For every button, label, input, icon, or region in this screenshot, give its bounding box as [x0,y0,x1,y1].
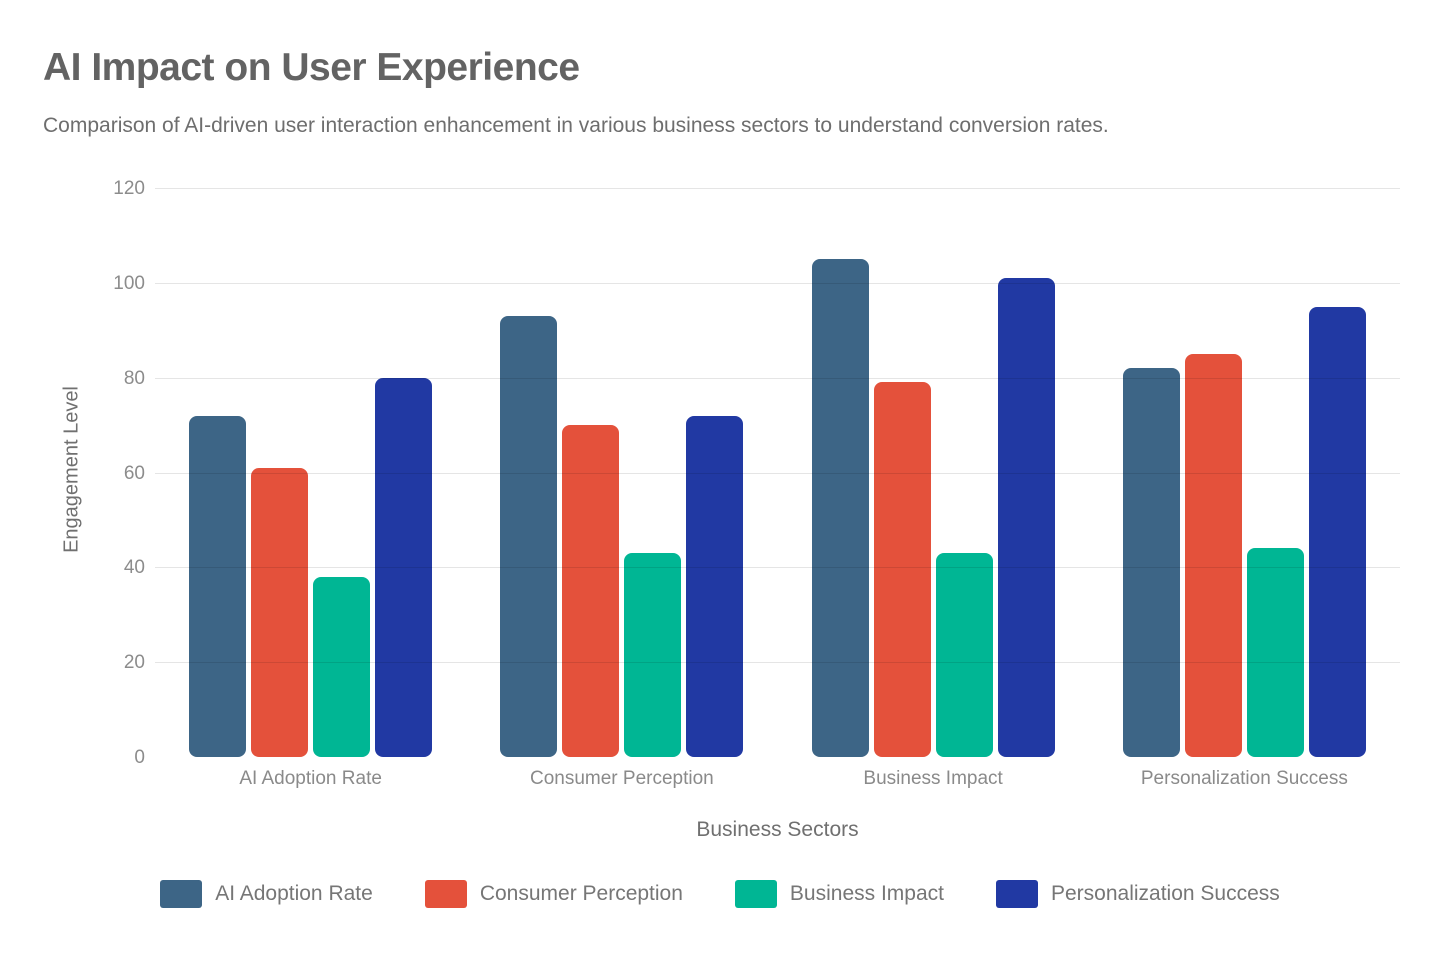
bar-personalization-success [686,415,744,757]
bar-business-impact [313,576,371,757]
legend-label: AI Adoption Rate [215,882,373,905]
gridline [155,282,1400,284]
legend-swatch [734,880,777,908]
y-tick-label: 0 [134,747,145,768]
x-category-label: Business Impact [863,768,1003,789]
bar-consumer-perception [251,467,309,757]
gridline [155,377,1400,379]
bar-consumer-perception [1184,353,1242,757]
legend-swatch [996,880,1038,908]
y-tick-label: 120 [113,178,145,199]
gridline [155,472,1400,474]
chart-title: AI Impact on User Experience [43,46,580,89]
bar-business-impact [624,553,682,757]
bar-ai-adoption-rate [1122,368,1180,757]
x-category-label: Personalization Success [1140,768,1348,789]
bar-consumer-perception [873,382,931,757]
y-tick-label: 20 [123,652,145,674]
legend-item-personalization-success: Personalization Success [996,880,1280,908]
legend-item-business-impact: Business Impact [734,880,944,908]
legend: AI Adoption Rate Consumer Perception Busin… [0,880,1440,908]
bar-consumer-perception [562,425,620,757]
gridline [155,567,1400,569]
y-tick-label: 80 [123,367,145,389]
legend-label: Business Impact [789,882,944,905]
chart-subtitle: Comparison of AI-driven user interaction… [43,114,1109,137]
legend-item-consumer-perception: Consumer Perception [424,880,683,908]
legend-label: Personalization Success [1051,882,1280,905]
bar-personalization-success [375,377,433,757]
bar-business-impact [1246,548,1304,757]
y-axis-title: Engagement Level [60,386,83,553]
bar-ai-adoption-rate [189,415,247,757]
legend-label: Consumer Perception [479,882,683,905]
y-tick-label: 60 [123,462,145,484]
gridline [155,188,1400,189]
gridline [155,662,1400,664]
bar-business-impact [935,553,993,757]
x-category-label: Consumer Perception [529,768,714,789]
x-axis-title: Business Sectors [696,818,859,841]
x-category-label: AI Adoption Rate [239,768,382,789]
legend-swatch [160,880,203,908]
bar-ai-adoption-rate [500,316,558,757]
bar-ai-adoption-rate [811,259,869,757]
y-tick-label: 100 [113,272,145,294]
bar-personalization-success [997,278,1055,757]
bar-personalization-success [1308,306,1366,757]
legend-item-ai-adoption-rate: AI Adoption Rate [160,880,373,908]
y-tick-label: 40 [123,557,145,579]
legend-swatch [424,880,467,908]
